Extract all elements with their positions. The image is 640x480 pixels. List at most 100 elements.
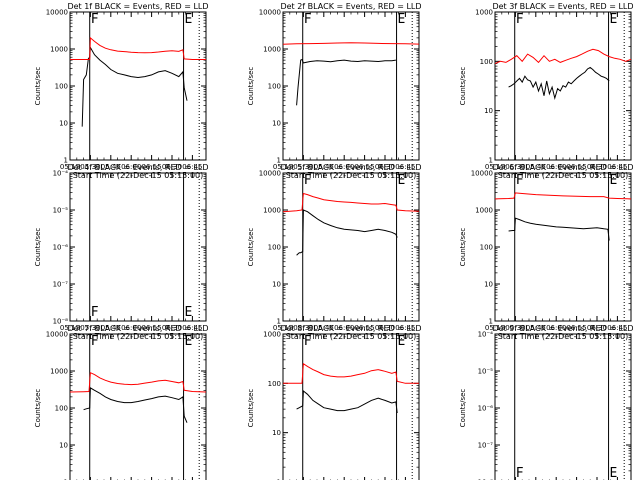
end-marker-label: E bbox=[610, 12, 618, 27]
x-tick-label: 05:30 bbox=[293, 324, 313, 332]
y-axis-label: Counts/sec bbox=[459, 389, 467, 428]
y-tick-label: 1000 bbox=[475, 9, 493, 17]
x-tick-label: 06:00 bbox=[334, 163, 354, 171]
panel-det-8: Det 8f BLACK = Events, RED = LLD 1 10 100 10… bbox=[247, 324, 422, 480]
y-axis-label: Counts/sec bbox=[34, 67, 42, 106]
x-tick-label: 05:15 bbox=[485, 163, 505, 171]
x-tick-label: 05:30 bbox=[80, 324, 100, 332]
panel-det-7: Det 7f BLACK = Events, RED = LLD 1 10 100 10… bbox=[34, 324, 209, 480]
y-tick-label: 1 bbox=[489, 318, 493, 326]
x-tick-label: 06:00 bbox=[121, 163, 141, 171]
panel-title: Det 1f BLACK = Events, RED = LLD bbox=[67, 2, 208, 11]
y-tick-label: 10⁻⁶ bbox=[53, 244, 69, 252]
y-axis-label: Counts/sec bbox=[247, 67, 255, 106]
y-tick-label: 100 bbox=[480, 244, 493, 252]
series-line-events bbox=[296, 389, 398, 414]
end-marker-label: E bbox=[398, 173, 406, 188]
end-marker-label: E bbox=[398, 12, 406, 27]
x-tick-label: 06:00 bbox=[546, 163, 566, 171]
panel-title: Det 9f BLACK = Events, RED = LLD bbox=[492, 324, 633, 333]
y-axis-label: Counts/sec bbox=[459, 228, 467, 267]
panel-det-1: Det 1f BLACK = Events, RED = LLD 1 10 100 10… bbox=[34, 2, 209, 180]
x-tick-label: 06:00 bbox=[334, 324, 354, 332]
series-line-lld bbox=[69, 371, 207, 393]
plot-frame bbox=[282, 11, 420, 161]
y-axis-label: Counts/sec bbox=[34, 228, 42, 267]
x-tick-label: 05:15 bbox=[273, 163, 293, 171]
series-line-events bbox=[508, 66, 610, 101]
series-line-lld bbox=[282, 42, 420, 45]
x-tick-label: 05:45 bbox=[101, 163, 121, 171]
x-tick-label: 06:45 bbox=[182, 163, 202, 171]
panel-det-2: Det 2f BLACK = Events, RED = LLD 1 10 100 10… bbox=[247, 2, 422, 180]
start-marker-label: F bbox=[516, 173, 524, 188]
x-tick-label: 05:15 bbox=[60, 324, 80, 332]
panel-det-3: Det 3f BLACK = Events, RED = LLD 1 10 100 10… bbox=[459, 2, 634, 180]
series-line-lld bbox=[494, 48, 632, 65]
y-tick-label: 10 bbox=[272, 281, 281, 289]
y-tick-label: 100 bbox=[268, 83, 281, 91]
y-tick-label: 10⁻⁵ bbox=[478, 368, 494, 376]
x-tick-label: 05:15 bbox=[273, 324, 293, 332]
series-line-events bbox=[81, 45, 188, 127]
x-tick-label: 06:15 bbox=[567, 324, 587, 332]
x-tick-label: 06:30 bbox=[162, 163, 182, 171]
series-line-lld bbox=[283, 362, 419, 384]
y-tick-label: 10⁻⁷ bbox=[478, 442, 494, 450]
x-tick-label: 06:30 bbox=[587, 324, 607, 332]
panel-title: Det 4f BLACK = Events, RED = LLD bbox=[67, 163, 208, 172]
x-tick-label: 05:45 bbox=[314, 163, 334, 171]
start-marker-label: F bbox=[91, 334, 99, 349]
panel-title: Det 2f BLACK = Events, RED = LLD bbox=[280, 2, 421, 11]
series-line-events bbox=[296, 58, 396, 106]
plot-frame bbox=[494, 333, 632, 480]
end-marker-label: E bbox=[398, 334, 406, 349]
start-marker-label: F bbox=[91, 305, 99, 320]
y-tick-label: 100 bbox=[55, 405, 68, 413]
plot-frame bbox=[282, 333, 420, 480]
end-marker-label: E bbox=[185, 12, 193, 27]
y-axis-label: Counts/sec bbox=[247, 389, 255, 428]
y-tick-label: 1 bbox=[64, 479, 68, 480]
x-tick-label: 05:30 bbox=[293, 163, 313, 171]
y-tick-label: 10000 bbox=[259, 170, 281, 178]
start-marker-label: F bbox=[304, 334, 312, 349]
x-tick-label: 05:15 bbox=[485, 324, 505, 332]
y-tick-label: 1 bbox=[277, 318, 281, 326]
start-marker-label: F bbox=[304, 12, 312, 27]
y-tick-label: 10 bbox=[59, 442, 68, 450]
series-line-events bbox=[296, 209, 398, 256]
x-tick-label: 06:15 bbox=[142, 163, 162, 171]
start-marker-label: F bbox=[304, 173, 312, 188]
end-marker-label: E bbox=[185, 334, 193, 349]
x-tick-label: 05:45 bbox=[526, 324, 546, 332]
x-tick-label: 06:00 bbox=[121, 324, 141, 332]
x-tick-label: 06:45 bbox=[395, 324, 415, 332]
plot-frame bbox=[494, 172, 632, 322]
x-tick-label: 06:45 bbox=[182, 324, 202, 332]
start-marker-label: F bbox=[516, 466, 524, 480]
y-tick-label: 10 bbox=[59, 120, 68, 128]
x-tick-label: 06:45 bbox=[395, 163, 415, 171]
panel-title: Det 8f BLACK = Events, RED = LLD bbox=[280, 324, 421, 333]
start-marker-label: F bbox=[91, 12, 99, 27]
panel-det-9: Det 9f BLACK = Events, RED = LLD 10⁻⁸ 10⁻⁷… bbox=[459, 324, 634, 480]
y-tick-label: 1 bbox=[277, 157, 281, 165]
y-tick-label: 10 bbox=[484, 281, 493, 289]
x-tick-label: 06:15 bbox=[355, 324, 375, 332]
series-line-lld bbox=[70, 36, 206, 60]
y-tick-label: 1000 bbox=[263, 331, 281, 339]
y-tick-label: 100 bbox=[268, 244, 281, 252]
y-tick-label: 100 bbox=[480, 58, 493, 66]
panel-title: Det 7f BLACK = Events, RED = LLD bbox=[67, 324, 208, 333]
panel-title: Det 3f BLACK = Events, RED = LLD bbox=[492, 2, 633, 11]
end-marker-label: E bbox=[185, 305, 193, 320]
x-tick-label: 06:15 bbox=[567, 163, 587, 171]
y-tick-label: 10 bbox=[272, 429, 281, 437]
y-tick-label: 10⁻⁴ bbox=[478, 331, 494, 339]
y-tick-label: 1000 bbox=[50, 368, 68, 376]
x-tick-label: 05:30 bbox=[505, 163, 525, 171]
x-tick-label: 06:30 bbox=[375, 163, 395, 171]
y-tick-label: 1 bbox=[277, 479, 281, 480]
x-tick-label: 06:45 bbox=[607, 163, 627, 171]
